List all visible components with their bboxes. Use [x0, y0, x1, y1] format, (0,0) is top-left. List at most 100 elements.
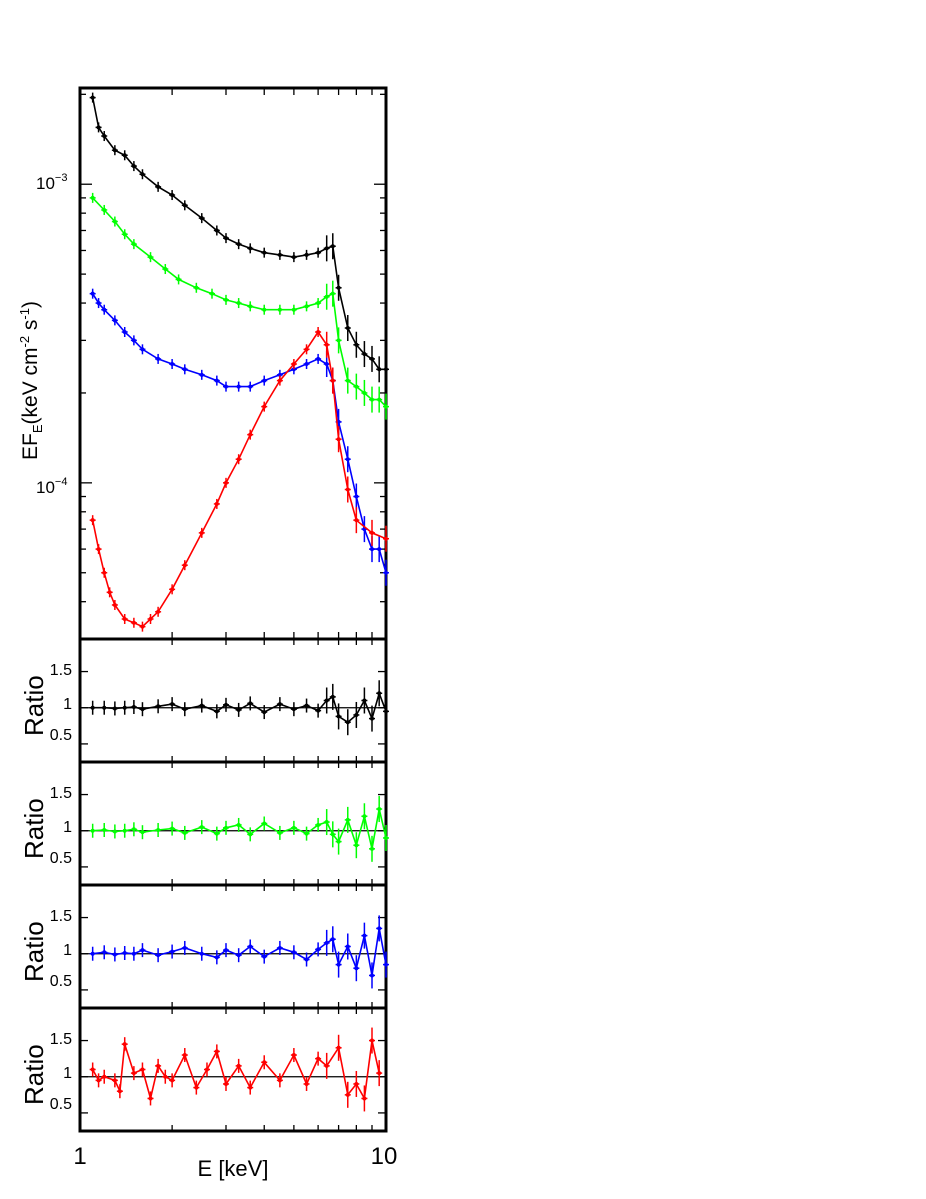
data-point	[214, 1049, 219, 1054]
data-point	[291, 1053, 296, 1058]
data-point	[182, 367, 187, 372]
ratio-data-layer-black	[80, 680, 389, 736]
data-point	[182, 830, 187, 835]
data-point	[369, 716, 374, 721]
data-point	[354, 342, 359, 347]
data-point	[156, 356, 161, 361]
data-point	[204, 1067, 209, 1072]
data-point	[291, 950, 296, 955]
ratio-data-layer-green	[80, 796, 389, 862]
data-point	[107, 590, 112, 595]
data-point	[156, 953, 161, 958]
data-point	[214, 831, 219, 836]
data-point	[345, 326, 350, 331]
ratio-panel-green: 1.5 1 0.5 Ratio	[19, 760, 389, 887]
data-point	[369, 547, 374, 552]
data-point	[156, 609, 161, 614]
data-point	[262, 821, 267, 826]
data-point	[336, 962, 341, 967]
data-point	[304, 957, 309, 962]
spectrum-panel: 10−3 10−4 EFE(keV cm-2 s-1)	[17, 86, 389, 641]
data-point	[362, 1096, 367, 1101]
data-point	[156, 828, 161, 833]
data-point	[148, 1096, 153, 1101]
x-axis-label: E [keV]	[198, 1156, 269, 1181]
data-point	[96, 301, 101, 306]
ratio-y-tick-label-0p5: 0.5	[50, 727, 72, 744]
data-point	[277, 1078, 282, 1083]
series-line	[91, 330, 387, 628]
data-point	[236, 822, 241, 827]
data-point	[182, 563, 187, 568]
spectrum-plot-frame	[78, 86, 388, 641]
data-point	[336, 338, 341, 343]
data-point	[182, 203, 187, 208]
data-point	[324, 820, 329, 825]
data-point	[304, 703, 309, 708]
data-point	[163, 1074, 168, 1079]
data-point	[324, 1063, 329, 1068]
data-point	[345, 944, 350, 949]
data-point	[236, 1063, 241, 1068]
data-point	[304, 304, 309, 309]
data-point	[345, 378, 350, 383]
data-point	[170, 826, 175, 831]
data-point	[324, 940, 329, 945]
data-point	[377, 547, 382, 552]
data-point	[140, 347, 145, 352]
data-point	[304, 362, 309, 367]
ratio-panel-red: 1.5 1 0.5 Ratio	[19, 1006, 388, 1133]
ratio-tick-marks-blue	[80, 885, 386, 1008]
data-point	[236, 301, 241, 306]
data-point	[330, 378, 335, 383]
data-point	[262, 307, 267, 312]
data-point	[345, 817, 350, 822]
data-point	[291, 707, 296, 712]
data-point	[330, 694, 335, 699]
data-point	[122, 1042, 127, 1047]
data-point	[170, 702, 175, 707]
data-point	[122, 330, 127, 335]
data-point	[354, 712, 359, 717]
spectrum-data-layer	[89, 92, 389, 632]
data-point	[377, 691, 382, 696]
data-point	[377, 397, 382, 402]
data-point	[377, 1071, 382, 1076]
data-point	[316, 330, 321, 335]
data-point	[214, 709, 219, 714]
data-point	[102, 570, 107, 575]
ratio-y-tick-label-1p5: 1.5	[50, 662, 72, 679]
data-point	[262, 1060, 267, 1065]
data-point	[96, 547, 101, 552]
data-point	[140, 172, 145, 177]
data-point	[223, 702, 228, 707]
data-point	[182, 707, 187, 712]
data-point	[90, 291, 95, 296]
data-point	[354, 518, 359, 523]
data-point	[112, 602, 117, 607]
data-point	[248, 944, 253, 949]
data-point	[362, 933, 367, 938]
data-point	[345, 487, 350, 492]
data-point	[199, 825, 204, 830]
data-point	[140, 707, 145, 712]
data-point	[248, 701, 253, 706]
data-point	[102, 307, 107, 312]
data-point	[96, 125, 101, 130]
data-point	[369, 1038, 374, 1043]
data-point	[291, 825, 296, 830]
ratio-y-axis-label: Ratio	[19, 921, 49, 982]
data-point	[209, 291, 214, 296]
data-point	[236, 707, 241, 712]
data-point	[291, 367, 296, 372]
data-point	[304, 347, 309, 352]
data-point	[236, 457, 241, 462]
data-point	[112, 829, 117, 834]
data-point	[131, 242, 136, 247]
data-point	[277, 252, 282, 257]
data-point	[214, 955, 219, 960]
data-point	[122, 705, 127, 710]
data-point	[277, 830, 282, 835]
data-point	[156, 704, 161, 709]
